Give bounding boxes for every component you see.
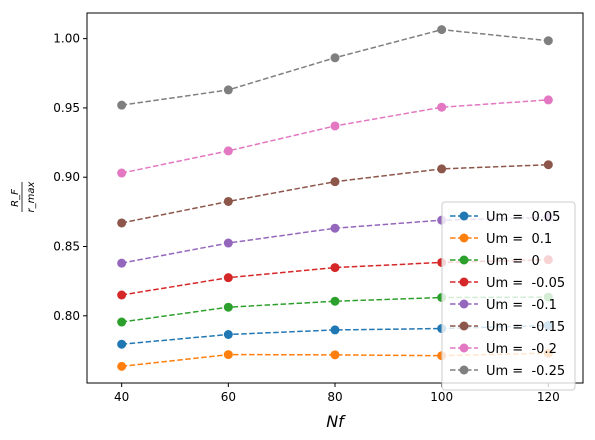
data-point — [330, 350, 340, 360]
y-axis-label-denominator: r_max — [26, 181, 37, 212]
x-tick-label: 100 — [430, 390, 453, 404]
data-point — [223, 146, 233, 156]
legend-item: Um = -0.05 — [450, 276, 565, 291]
data-point — [330, 223, 340, 233]
data-point — [437, 102, 447, 112]
data-point — [330, 177, 340, 187]
legend-label: Um = -0.25 — [486, 364, 565, 379]
data-point — [330, 263, 340, 273]
data-point — [117, 290, 127, 300]
legend-label: Um = 0 — [486, 254, 540, 269]
data-point — [117, 168, 127, 178]
data-point — [543, 95, 553, 105]
legend-swatch-marker — [459, 277, 469, 287]
data-point — [543, 160, 553, 170]
legend-label: Um = -0.15 — [486, 320, 565, 335]
legend-label: Um = -0.1 — [486, 298, 557, 313]
legend-label: Um = 0.05 — [486, 210, 560, 225]
data-point — [117, 218, 127, 228]
y-tick-label: 0.85 — [53, 240, 80, 254]
data-point — [330, 296, 340, 306]
y-tick-label: 0.90 — [53, 170, 80, 184]
y-axis-label: R_F r_max — [10, 181, 37, 212]
series-line — [121, 28, 549, 106]
data-point — [437, 25, 447, 35]
x-axis-label: Nf — [326, 412, 346, 431]
legend-swatch-marker — [459, 343, 469, 353]
data-point — [223, 302, 233, 312]
legend-swatch-marker — [459, 233, 469, 243]
legend-swatch-marker — [459, 365, 469, 375]
legend: Um = 0.05 Um = 0.1 Um = 0 Um = -0.05 Um = -0… — [441, 201, 576, 391]
data-point — [223, 350, 233, 360]
legend-label: Um = -0.2 — [486, 342, 557, 357]
legend-label: Um = -0.05 — [486, 276, 565, 291]
data-point — [117, 361, 127, 371]
legend-swatch-marker — [459, 255, 469, 265]
legend-swatch-marker — [459, 321, 469, 331]
data-point — [543, 36, 553, 46]
legend-swatch-marker — [459, 299, 469, 309]
data-point — [437, 164, 447, 174]
legend-item: Um = -0.2 — [450, 342, 557, 357]
x-tick-label: 60 — [221, 390, 236, 404]
x-tick-label: 40 — [114, 390, 129, 404]
data-point — [223, 85, 233, 95]
legend-label: Um = 0.1 — [486, 232, 552, 247]
data-point — [330, 325, 340, 335]
data-point — [117, 100, 127, 110]
data-point — [223, 273, 233, 283]
data-point — [117, 258, 127, 268]
legend-item: Um = -0.1 — [450, 298, 557, 313]
data-point — [223, 196, 233, 206]
legend-box — [441, 201, 576, 391]
x-tick-label: 120 — [537, 390, 560, 404]
data-point — [117, 339, 127, 349]
x-tick-label: 80 — [327, 390, 342, 404]
legend-item: Um = -0.25 — [450, 364, 565, 379]
series-group — [117, 95, 553, 178]
legend-item: Um = 0.1 — [450, 232, 552, 247]
data-point — [223, 329, 233, 339]
legend-item: Um = 0.05 — [450, 210, 560, 225]
legend-item: Um = -0.15 — [450, 320, 565, 335]
series-line — [121, 258, 549, 296]
legend-item: Um = 0 — [450, 254, 540, 269]
data-point — [330, 121, 340, 131]
data-point — [223, 238, 233, 248]
y-axis-label-numerator: R_F — [10, 189, 21, 207]
y-tick-label: 0.95 — [53, 101, 80, 115]
y-tick-label: 0.80 — [53, 309, 80, 323]
data-point — [330, 53, 340, 63]
series-group — [117, 25, 553, 110]
series-group — [117, 160, 553, 228]
data-point — [117, 317, 127, 327]
y-tick-label: 1.00 — [53, 32, 80, 46]
series-line — [121, 99, 549, 174]
legend-swatch-marker — [459, 211, 469, 221]
